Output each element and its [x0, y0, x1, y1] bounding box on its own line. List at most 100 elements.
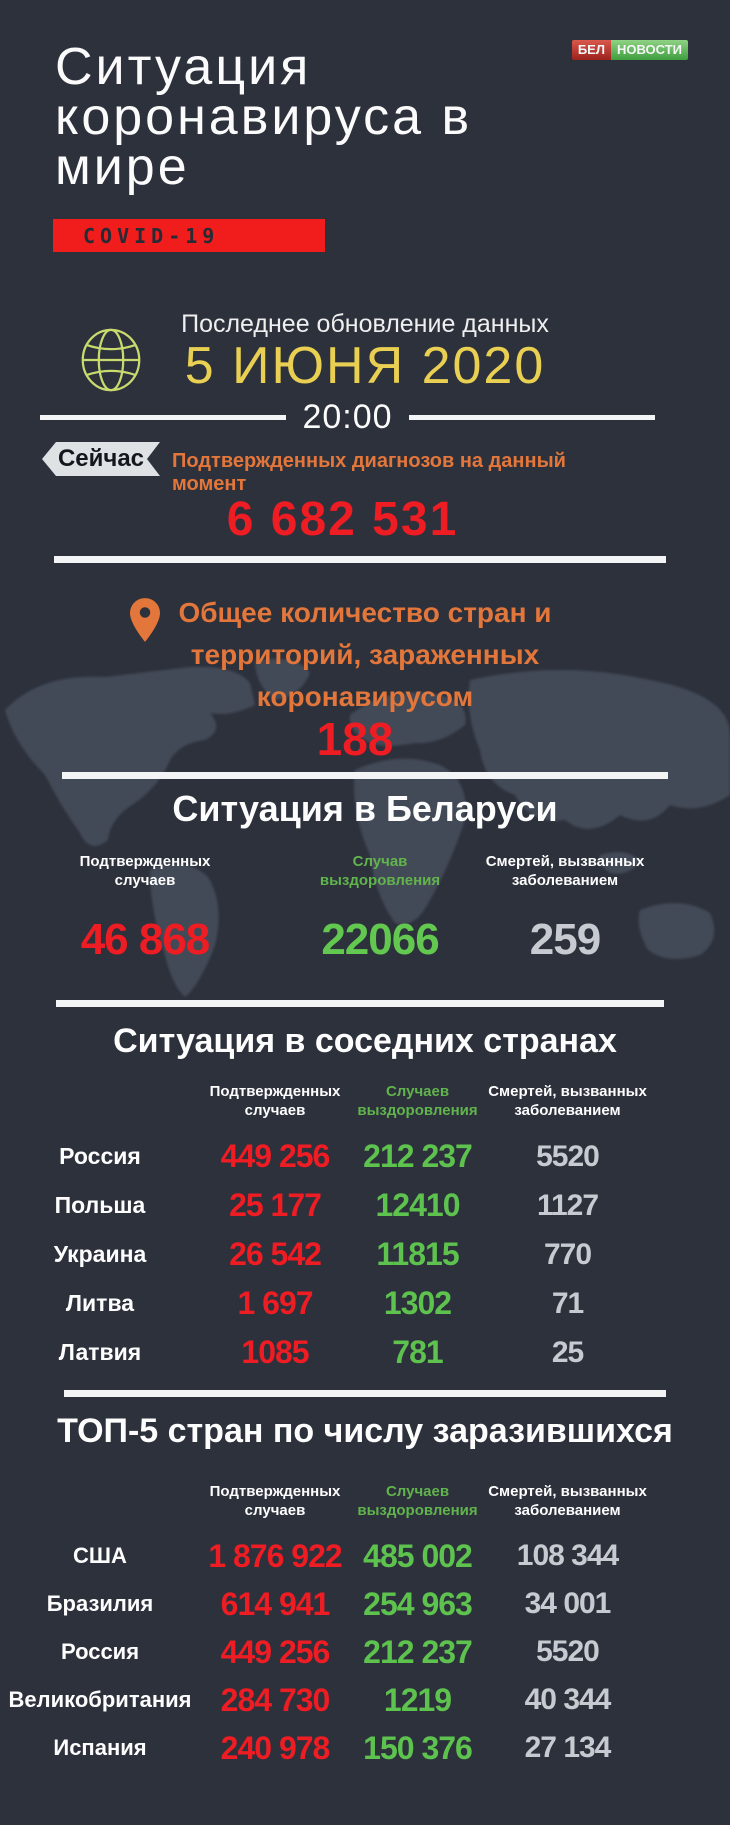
deaths-value: 71: [551, 1286, 584, 1320]
countries-total-value: 188: [316, 713, 394, 765]
page-title-line3: мире: [55, 138, 190, 196]
deaths-value: 27 134: [524, 1731, 612, 1764]
recovered-value: 1302: [383, 1285, 452, 1321]
confirmed-value: 1 697: [237, 1285, 313, 1321]
belarus-recovered-header: Случав выздоровления: [319, 853, 441, 889]
recovered-value: 212 237: [363, 1633, 473, 1670]
neighbors-deaths-header: Смертей, вызванных заболеванием: [488, 1083, 647, 1119]
confirmed-value: 25 177: [229, 1187, 322, 1223]
covid19-badge: COVID-19: [53, 219, 325, 252]
page-title-line1: Ситуация: [55, 38, 312, 96]
belarus-confirmed-header: Подтвержденных случаев: [79, 853, 211, 889]
confirmed-value: 26 542: [229, 1236, 322, 1272]
country-label: Россия: [60, 1639, 140, 1664]
recovered-value: 781: [392, 1334, 443, 1370]
update-time: 20:00: [302, 398, 393, 436]
neighbors-table-headers: Подтвержденных случаев Случаев выздоровл…: [0, 1082, 650, 1120]
confirmed-value: 240 978: [220, 1729, 331, 1766]
deaths-value: 108 344: [516, 1539, 619, 1572]
recovered-value: 485 002: [363, 1537, 473, 1574]
countries-total-line3: коронавирусом: [256, 681, 474, 712]
deaths-value: 1127: [536, 1188, 599, 1222]
logo-bel: БЕЛ: [571, 40, 611, 60]
table-row: Россия 449 256 212 237 5520: [0, 1628, 650, 1676]
country-label: США: [73, 1543, 127, 1568]
deaths-value: 40 344: [524, 1683, 612, 1716]
deaths-value: 25: [551, 1335, 584, 1369]
belarus-stat-values: 46 868 22066 259: [0, 915, 660, 965]
neighbors-recovered-header: Случаев выздоровления: [357, 1083, 478, 1119]
map-pin-icon: [130, 598, 160, 642]
recovered-value: 150 376: [363, 1729, 473, 1766]
update-time-row: 20:00: [40, 398, 655, 437]
divider: [64, 1390, 666, 1397]
belarus-recovered-value: 22066: [321, 915, 439, 964]
country-label: Бразилия: [46, 1591, 154, 1616]
page-title-line2: коронавируса в: [55, 88, 473, 146]
recovered-value: 212 237: [363, 1138, 473, 1174]
table-row: Польша 25 177 12410 1127: [0, 1181, 650, 1230]
divider: [54, 556, 666, 563]
brand-logo: БЕЛ НОВОСТИ: [571, 40, 688, 60]
country-label: Польша: [54, 1192, 146, 1218]
country-label: Латвия: [58, 1339, 142, 1365]
recovered-value: 12410: [375, 1187, 461, 1223]
country-label: Испания: [53, 1735, 147, 1760]
countries-total-line2: территорий, зараженных: [190, 639, 540, 670]
world-map-background: [5, 658, 730, 997]
table-row: Россия 449 256 212 237 5520: [0, 1132, 650, 1181]
neighbors-section-title: Ситуация в соседних странах: [113, 1022, 617, 1060]
table-row: Латвия 1085 781 25: [0, 1328, 650, 1377]
deaths-value: 5520: [536, 1139, 600, 1173]
table-row: США 1 876 922 485 002 108 344: [0, 1532, 650, 1580]
confirmed-value: 1 876 922: [208, 1537, 342, 1574]
country-label: Россия: [59, 1143, 141, 1169]
belarus-deaths-value: 259: [529, 915, 601, 964]
belarus-stat-headers: Подтвержденных случаев Случав выздоровле…: [0, 852, 660, 890]
top5-confirmed-header: Подтвержденных случаев: [209, 1483, 341, 1519]
recovered-value: 11815: [376, 1236, 459, 1272]
top5-section-title: ТОП-5 стран по числу заразившихся: [57, 1412, 673, 1450]
recovered-value: 254 963: [363, 1585, 473, 1622]
neighbors-confirmed-header: Подтвержденных случаев: [209, 1083, 341, 1119]
table-row: Бразилия 614 941 254 963 34 001: [0, 1580, 650, 1628]
neighbors-table: Россия 449 256 212 237 5520 Польша 25 17…: [0, 1132, 650, 1377]
globe-icon: [81, 328, 141, 392]
confirmed-value: 614 941: [220, 1585, 331, 1622]
top5-deaths-header: Смертей, вызванных заболеванием: [488, 1483, 647, 1519]
confirmed-value: 449 256: [220, 1138, 331, 1174]
divider-right: [408, 415, 655, 420]
table-row: Литва 1 697 1302 71: [0, 1279, 650, 1328]
country-label: Украина: [53, 1241, 147, 1267]
logo-novosti: НОВОСТИ: [610, 40, 688, 60]
confirmed-total-value: 6 682 531: [226, 493, 459, 546]
divider: [62, 772, 668, 779]
now-label: Подтвержденных диагнозов на данный момен…: [172, 450, 566, 495]
confirmed-value: 284 730: [220, 1681, 331, 1718]
top5-table: США 1 876 922 485 002 108 344 Бразилия 6…: [0, 1532, 650, 1772]
update-label: Последнее обновление данных: [181, 310, 549, 338]
update-date: 5 ИЮНЯ 2020: [184, 337, 546, 395]
belarus-deaths-header: Смертей, вызванных заболеванием: [485, 853, 645, 889]
table-row: Великобритания 284 730 1219 40 344: [0, 1676, 650, 1724]
deaths-value: 34 001: [524, 1587, 612, 1620]
table-row: Испания 240 978 150 376 27 134: [0, 1724, 650, 1772]
deaths-value: 770: [543, 1237, 592, 1271]
page-title: Ситуация коронавируса в мире: [55, 38, 473, 196]
recovered-value: 1219: [383, 1681, 452, 1718]
top5-recovered-header: Случаев выздоровления: [357, 1483, 478, 1519]
deaths-value: 5520: [536, 1635, 600, 1668]
now-badge: Сейчас: [42, 442, 160, 476]
divider-left: [40, 415, 287, 420]
country-label: Литва: [65, 1290, 135, 1316]
top5-table-headers: Подтвержденных случаев Случаев выздоровл…: [0, 1482, 650, 1520]
confirmed-value: 1085: [241, 1334, 309, 1370]
countries-total-label: Общее количество стран и территорий, зар…: [35, 592, 695, 718]
table-row: Украина 26 542 11815 770: [0, 1230, 650, 1279]
belarus-confirmed-value: 46 868: [80, 915, 211, 964]
divider: [56, 1000, 664, 1007]
countries-total-line1: Общее количество стран и: [178, 597, 552, 628]
belarus-section-title: Ситуация в Беларуси: [172, 788, 558, 829]
confirmed-value: 449 256: [220, 1633, 331, 1670]
